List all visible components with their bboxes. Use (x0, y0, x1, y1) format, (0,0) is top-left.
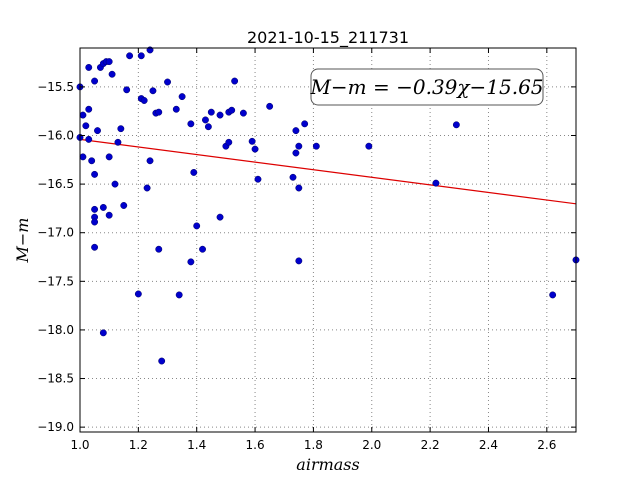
y-tick-label: −18.0 (37, 323, 74, 337)
data-point (99, 203, 107, 211)
data-point (126, 52, 134, 60)
data-point (91, 218, 99, 226)
y-tick-label: −17.5 (37, 274, 74, 288)
data-point (105, 58, 113, 66)
data-point (199, 245, 206, 253)
data-point (172, 105, 180, 113)
y-tick-label: −16.0 (37, 128, 74, 142)
x-tick-label: 1.6 (246, 438, 265, 452)
x-tick-label: 1.4 (187, 438, 206, 452)
data-point (137, 52, 145, 60)
data-point (79, 153, 87, 161)
data-point (452, 121, 460, 129)
data-point (301, 120, 309, 128)
data-point (158, 357, 166, 365)
data-point (108, 70, 116, 78)
equation-box (310, 68, 544, 106)
x-tick-label: 1.0 (70, 438, 89, 452)
data-point (105, 211, 113, 219)
x-tick-label: 2.4 (479, 438, 498, 452)
x-axis-label: airmass (296, 455, 359, 474)
data-point (295, 142, 303, 150)
fit-line (79, 138, 577, 205)
data-point (85, 63, 93, 71)
chart-title: 2021-10-15_211731 (247, 28, 409, 48)
data-point (266, 102, 274, 110)
data-point (254, 175, 262, 183)
data-point (91, 77, 99, 85)
data-point (187, 120, 195, 128)
data-point (432, 179, 440, 187)
data-point (178, 93, 186, 101)
x-tick-label: 2.0 (362, 438, 381, 452)
x-tick-label: 1.8 (304, 438, 323, 452)
data-point (248, 137, 256, 145)
x-axis-ticks: 1.0 1.2 1.4 1.6 1.8 2.0 2.2 2.4 2.6 (70, 48, 556, 452)
plot-frame (79, 47, 577, 433)
data-point (295, 257, 303, 265)
data-point (202, 116, 209, 124)
data-point (225, 138, 233, 146)
data-point (204, 123, 212, 131)
x-tick-label: 2.2 (421, 438, 440, 452)
data-point (94, 127, 101, 135)
data-point (99, 329, 107, 337)
data-point (146, 157, 154, 165)
data-point (85, 135, 93, 143)
data-point (193, 222, 201, 230)
equation-annotation: M−m = −0.39χ−15.65 (309, 68, 544, 106)
y-tick-label: −17.0 (37, 226, 74, 240)
data-point (292, 149, 300, 157)
data-point (549, 291, 557, 299)
data-point (239, 109, 247, 117)
data-point (91, 243, 99, 251)
data-point (79, 111, 87, 119)
data-point (228, 106, 236, 114)
data-point (134, 290, 142, 298)
y-axis-label: M−m (13, 218, 32, 264)
equation-text: M−m = −0.39χ−15.65 (309, 75, 543, 99)
data-point (140, 97, 148, 104)
x-tick-label: 1.2 (129, 438, 148, 452)
data-point (251, 145, 259, 153)
data-point (190, 168, 198, 176)
data-point (312, 142, 320, 150)
data-point (120, 202, 128, 209)
data-point (155, 108, 163, 116)
data-point (85, 105, 93, 113)
data-point (175, 291, 183, 299)
y-tick-label: −15.5 (37, 80, 74, 94)
data-point (289, 173, 297, 181)
y-tick-label: −18.5 (37, 372, 74, 386)
y-tick-label: −16.5 (37, 177, 74, 191)
data-point (365, 142, 373, 150)
data-point (82, 122, 90, 130)
data-point (111, 180, 119, 188)
data-point (123, 86, 131, 94)
data-point (149, 87, 157, 95)
data-point (187, 258, 195, 266)
y-tick-label: −19.0 (37, 420, 74, 434)
data-point (143, 184, 151, 192)
data-point (105, 153, 113, 161)
plot-area (80, 48, 576, 432)
data-point (91, 170, 99, 178)
data-points (76, 46, 580, 365)
data-point (292, 127, 300, 135)
fit-line-group (79, 138, 577, 205)
x-tick-label: 2.6 (537, 438, 556, 452)
data-point (155, 245, 163, 253)
data-point (164, 78, 171, 86)
y-axis-ticks: −15.5 −16.0 −16.5 −17.0 −17.5 −18.0 −18.5 −19.0 (37, 80, 576, 434)
data-point (88, 157, 96, 165)
data-point (295, 184, 303, 192)
data-point (216, 213, 224, 221)
data-point (231, 77, 239, 85)
data-point (216, 111, 224, 119)
data-point (114, 138, 122, 146)
data-point (117, 125, 125, 133)
data-point (207, 108, 215, 116)
data-point (91, 205, 99, 213)
